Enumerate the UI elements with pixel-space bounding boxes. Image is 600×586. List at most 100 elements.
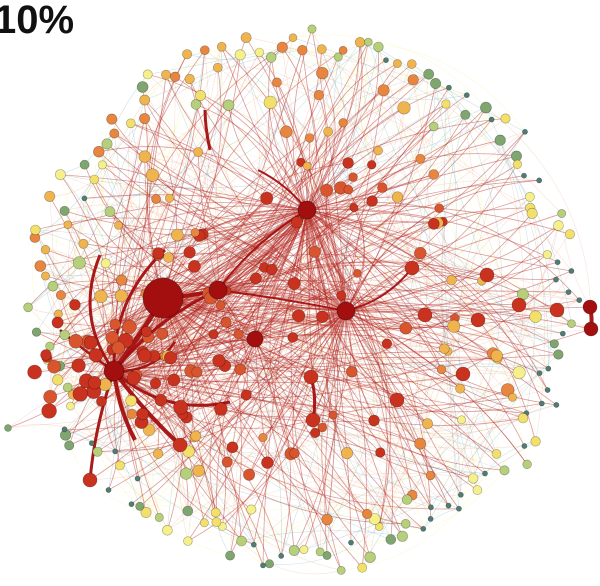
network-edge bbox=[199, 208, 308, 237]
network-edge bbox=[229, 102, 271, 556]
network-node bbox=[363, 37, 373, 47]
network-edge bbox=[248, 310, 347, 475]
network-edge bbox=[245, 37, 347, 312]
network-edge bbox=[305, 41, 392, 540]
network-edge bbox=[68, 289, 219, 446]
network-node bbox=[240, 32, 252, 43]
network-node bbox=[199, 518, 209, 528]
network-edge bbox=[115, 164, 372, 452]
network-edge bbox=[359, 42, 572, 324]
network-edge bbox=[254, 338, 524, 419]
network-node bbox=[122, 319, 137, 335]
network-edge bbox=[113, 353, 494, 418]
network-node bbox=[455, 383, 466, 394]
network-edge bbox=[306, 202, 580, 301]
network-node bbox=[246, 504, 257, 515]
network-node bbox=[152, 448, 164, 459]
network-node bbox=[59, 329, 70, 341]
network-edge bbox=[397, 196, 478, 491]
network-edge bbox=[282, 47, 467, 100]
network-node bbox=[428, 169, 440, 180]
network-edge bbox=[254, 251, 316, 340]
network-edge bbox=[282, 47, 467, 96]
network-edge bbox=[254, 158, 421, 340]
network-node bbox=[457, 491, 464, 498]
network-edge bbox=[35, 229, 143, 415]
network-edge bbox=[94, 179, 256, 340]
network-edge bbox=[47, 338, 256, 361]
network-edge bbox=[58, 313, 295, 551]
network-edge bbox=[259, 52, 308, 211]
network-edge bbox=[113, 74, 167, 372]
network-node bbox=[501, 383, 515, 397]
network-edge bbox=[196, 310, 347, 373]
network-edge bbox=[121, 295, 138, 479]
network-node bbox=[104, 206, 116, 218]
network-edge bbox=[216, 67, 299, 316]
network-edge bbox=[238, 310, 347, 335]
network-node bbox=[45, 341, 55, 351]
network-node bbox=[106, 113, 118, 125]
network-node bbox=[216, 41, 227, 52]
network-node bbox=[151, 194, 161, 204]
network-node bbox=[305, 133, 315, 143]
network-edge bbox=[220, 310, 347, 410]
network-node bbox=[512, 159, 523, 169]
network-edge bbox=[345, 261, 558, 312]
network-node bbox=[316, 66, 329, 80]
network-node bbox=[161, 69, 171, 80]
network-edge bbox=[306, 209, 449, 506]
network-edge bbox=[197, 152, 219, 291]
network-edge bbox=[100, 296, 143, 353]
network-edge bbox=[57, 310, 347, 329]
network-edge bbox=[113, 370, 459, 510]
network-node bbox=[490, 349, 503, 362]
network-edge bbox=[162, 297, 464, 383]
network-node bbox=[307, 24, 317, 34]
network-edge bbox=[113, 370, 368, 515]
network-node bbox=[397, 101, 411, 115]
network-node bbox=[400, 518, 411, 529]
network-edge bbox=[312, 310, 347, 421]
network-edge bbox=[276, 82, 580, 301]
network-edge bbox=[215, 473, 474, 513]
network-edge bbox=[221, 46, 461, 496]
network-edge bbox=[300, 162, 592, 330]
network-node bbox=[404, 260, 420, 276]
network-edge bbox=[162, 297, 542, 413]
network-node bbox=[180, 467, 193, 480]
network-edge bbox=[83, 209, 308, 250]
network-node bbox=[375, 447, 386, 458]
network-node bbox=[94, 289, 108, 304]
network-node bbox=[109, 128, 120, 139]
network-node bbox=[455, 366, 471, 382]
network-node bbox=[290, 216, 303, 229]
network-edge bbox=[254, 222, 438, 340]
network-edge bbox=[187, 310, 347, 512]
network-node bbox=[348, 172, 358, 182]
network-edge bbox=[162, 297, 408, 500]
network-edge bbox=[306, 209, 442, 370]
network-edge bbox=[345, 196, 398, 312]
network-edge bbox=[93, 209, 308, 392]
network-edge bbox=[105, 263, 127, 372]
network-edge bbox=[194, 213, 562, 270]
network-node bbox=[47, 280, 59, 292]
network-edge bbox=[332, 56, 460, 509]
network-node bbox=[549, 339, 559, 349]
network-edge bbox=[90, 304, 520, 344]
network-edge bbox=[290, 209, 321, 553]
network-edge bbox=[322, 72, 421, 527]
network-node bbox=[457, 415, 466, 425]
network-edge bbox=[98, 146, 308, 211]
network-edge bbox=[27, 307, 116, 452]
network-edge bbox=[105, 105, 229, 264]
network-edge bbox=[195, 104, 308, 211]
network-edge bbox=[27, 198, 85, 308]
network-node bbox=[352, 268, 362, 278]
network-edge bbox=[113, 279, 557, 398]
network-node bbox=[308, 245, 321, 258]
network-edge bbox=[149, 399, 398, 431]
network-edge bbox=[145, 114, 466, 513]
